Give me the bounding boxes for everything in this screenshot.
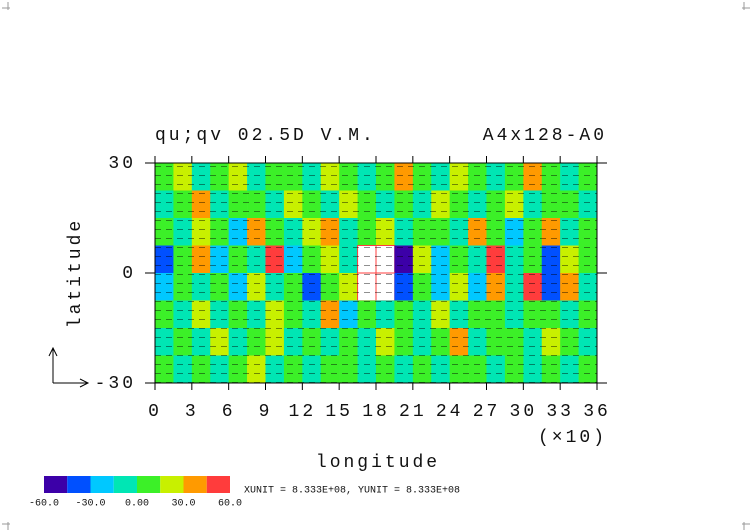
colorbar-swatch [137, 476, 161, 493]
y-axis-label: latitude [66, 218, 86, 328]
colorbar-label: -30.0 [75, 499, 105, 510]
x-axis-label: longitude [316, 453, 440, 473]
x-tick-label: 27 [473, 402, 501, 422]
colorbar-swatch [90, 476, 114, 493]
colorbar-swatch [206, 476, 230, 493]
x-tick-label: 9 [259, 402, 273, 422]
footnote: XUNIT = 8.333E+08, YUNIT = 8.333E+08 [244, 486, 460, 497]
chart-subtitle: A4x128-A0 [483, 126, 607, 146]
x-tick-label: 6 [222, 402, 236, 422]
colorbar-label: 60.0 [218, 499, 242, 510]
y-tick-label: 30 [108, 154, 136, 174]
x-tick-label: 33 [546, 402, 574, 422]
x-tick-label: 12 [289, 402, 317, 422]
x-tick-label: 30 [510, 402, 538, 422]
vector-field [155, 163, 597, 383]
y-tick-label: -30 [95, 374, 136, 394]
x-tick-label: 0 [148, 402, 162, 422]
x-tick-label: 36 [583, 402, 611, 422]
y-tick-label: 0 [122, 264, 136, 284]
x-tick-label: 24 [436, 402, 464, 422]
colorbar-label: -60.0 [29, 499, 59, 510]
x-tick-label: 21 [399, 402, 427, 422]
colorbar-swatch [67, 476, 91, 493]
colorbar-label: 0.00 [125, 499, 149, 510]
unit-vector [48, 346, 90, 388]
colorbar: -60.0 -30.0 0.00 30.0 60.0 [29, 476, 242, 510]
x-multiplier: (×10) [538, 428, 607, 448]
colorbar-label: 30.0 [171, 499, 195, 510]
x-tick-label: 3 [185, 402, 199, 422]
chart-title: qu;qv 02.5D V.M. [155, 126, 376, 146]
x-tick-label: 18 [362, 402, 390, 422]
colorbar-swatch [113, 476, 137, 493]
colorbar-swatch [44, 476, 68, 493]
colorbar-swatch [160, 476, 184, 493]
colorbar-swatch [183, 476, 207, 493]
x-tick-label: 15 [325, 402, 353, 422]
